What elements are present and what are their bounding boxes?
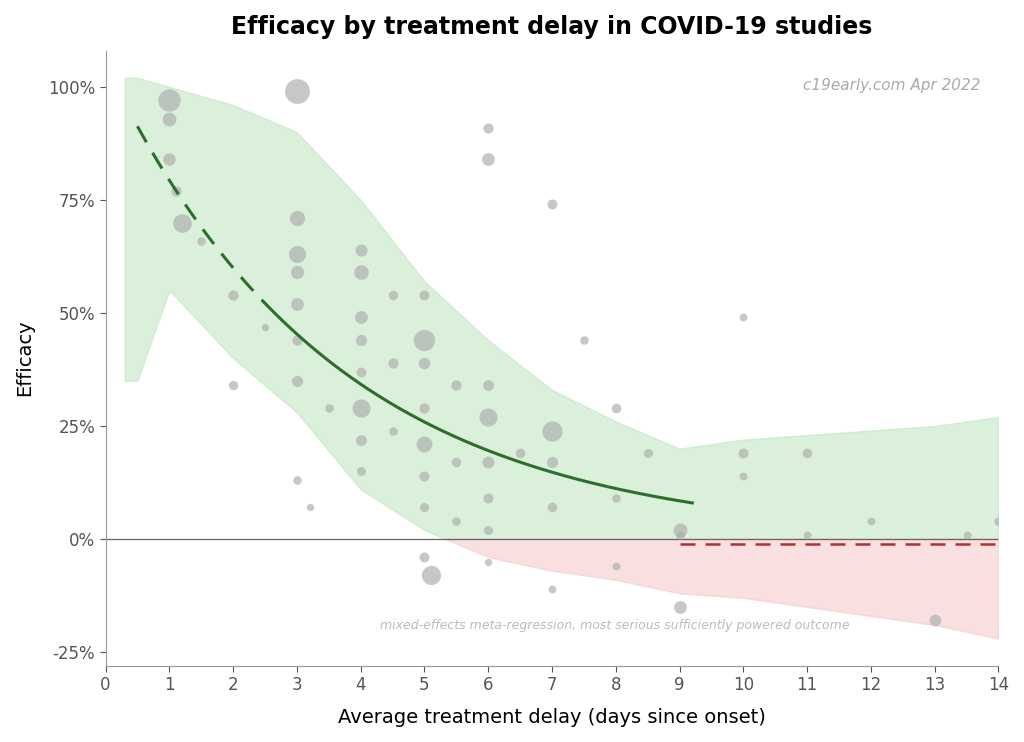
Point xyxy=(352,465,369,477)
Point xyxy=(449,379,465,391)
Point xyxy=(161,113,177,125)
Point xyxy=(639,447,655,459)
Point xyxy=(672,524,688,536)
Point xyxy=(544,583,560,595)
Point xyxy=(575,334,592,346)
Point xyxy=(257,321,273,332)
Point xyxy=(799,447,815,459)
Point xyxy=(862,515,879,527)
Text: c19early.com Apr 2022: c19early.com Apr 2022 xyxy=(803,79,981,93)
Point xyxy=(194,234,210,246)
Point xyxy=(289,474,305,486)
Point xyxy=(321,402,337,414)
Point xyxy=(289,334,305,346)
Point xyxy=(416,402,432,414)
Point xyxy=(607,493,624,505)
Point xyxy=(352,243,369,255)
Point xyxy=(990,515,1007,527)
Point xyxy=(161,94,177,106)
Title: Efficacy by treatment delay in COVID-19 studies: Efficacy by treatment delay in COVID-19 … xyxy=(231,15,872,39)
Point xyxy=(168,185,184,197)
Point xyxy=(480,122,497,134)
Point xyxy=(352,334,369,346)
Point xyxy=(544,456,560,468)
Point xyxy=(416,439,432,450)
Point xyxy=(352,266,369,278)
Point xyxy=(799,528,815,540)
Point xyxy=(544,199,560,211)
X-axis label: Average treatment delay (days since onset): Average treatment delay (days since onse… xyxy=(338,708,766,727)
Point xyxy=(544,424,560,436)
Point xyxy=(352,366,369,378)
Point xyxy=(449,456,465,468)
Point xyxy=(416,334,432,346)
Point xyxy=(416,551,432,563)
Point xyxy=(607,402,624,414)
Point xyxy=(423,569,439,581)
Point xyxy=(416,502,432,513)
Point xyxy=(289,212,305,224)
Point xyxy=(607,560,624,572)
Point xyxy=(174,217,190,229)
Point xyxy=(480,154,497,165)
Point xyxy=(735,447,752,459)
Point xyxy=(480,493,497,505)
Point xyxy=(672,601,688,613)
Point xyxy=(289,266,305,278)
Point xyxy=(480,379,497,391)
Point xyxy=(416,357,432,369)
Point xyxy=(449,515,465,527)
Point xyxy=(161,154,177,165)
Point xyxy=(480,456,497,468)
Point xyxy=(384,424,400,436)
Point xyxy=(512,447,528,459)
Point xyxy=(225,379,242,391)
Point xyxy=(480,556,497,568)
Y-axis label: Efficacy: Efficacy xyxy=(15,320,34,396)
Point xyxy=(225,289,242,301)
Point xyxy=(384,289,400,301)
Point xyxy=(480,411,497,423)
Point xyxy=(352,433,369,445)
Point xyxy=(958,528,975,540)
Point xyxy=(352,402,369,414)
Point xyxy=(735,312,752,324)
Point xyxy=(672,528,688,540)
Point xyxy=(480,524,497,536)
Point xyxy=(289,298,305,310)
Point xyxy=(416,470,432,482)
Point xyxy=(289,249,305,260)
Point xyxy=(301,502,317,513)
Point xyxy=(927,614,943,626)
Point xyxy=(735,470,752,482)
Point xyxy=(384,357,400,369)
Point xyxy=(289,375,305,387)
Point xyxy=(352,312,369,324)
Text: mixed-effects meta-regression, most serious sufficiently powered outcome: mixed-effects meta-regression, most seri… xyxy=(380,619,849,632)
Point xyxy=(416,289,432,301)
Point xyxy=(544,502,560,513)
Point xyxy=(289,85,305,97)
